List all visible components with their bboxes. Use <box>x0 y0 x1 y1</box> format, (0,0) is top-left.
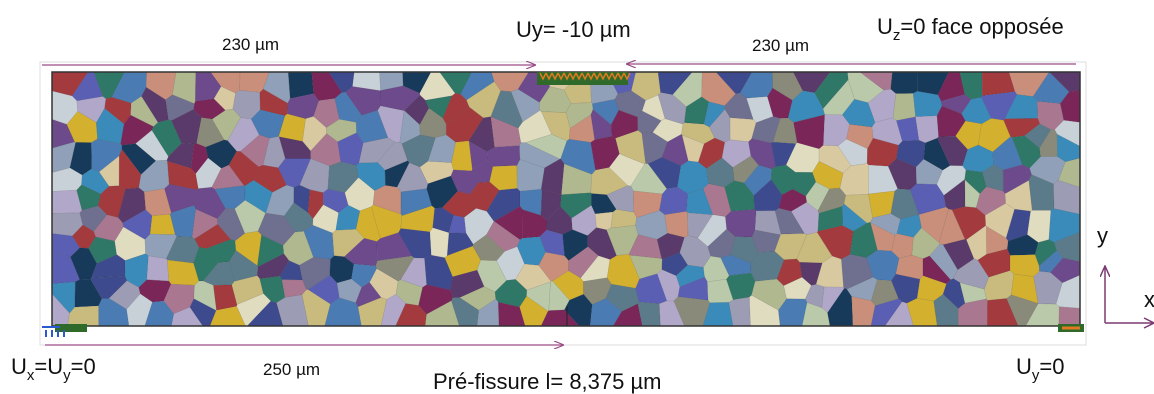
grain <box>1010 255 1039 277</box>
boundary-label: Uy=0 <box>1016 354 1064 384</box>
label-part: =0 <box>71 354 96 379</box>
grain <box>891 70 918 94</box>
label-part: U <box>11 354 27 379</box>
grain <box>147 256 169 281</box>
boundary-label: Ux=Uy=0 <box>11 354 96 384</box>
diagram: 230 µm Uy= -10 µm 230 µm Uz=0 face oppos… <box>0 0 1154 394</box>
subscript: z <box>893 27 901 44</box>
grain <box>893 93 916 120</box>
page: 230 µm Uy= -10 µm 230 µm Uz=0 face oppos… <box>0 0 1154 394</box>
grain <box>50 190 82 213</box>
displacement-label: Uy= -10 µm <box>516 17 631 42</box>
grain-map <box>50 70 1082 328</box>
label-part: =0 <box>1039 354 1064 379</box>
label-part: =0 face opposée <box>900 14 1063 39</box>
axis-label: y <box>1097 223 1108 248</box>
axis-label: x <box>1144 287 1154 312</box>
grain <box>913 91 942 117</box>
boundary-label: Uz=0 face opposée <box>877 14 1064 44</box>
grain <box>430 228 449 258</box>
label-part: =U <box>34 354 63 379</box>
grain <box>487 146 520 167</box>
label-part: U <box>1016 354 1032 379</box>
length-label: 230 µm <box>752 36 809 55</box>
grain <box>611 209 637 228</box>
length-label: 230 µm <box>222 35 279 54</box>
grain <box>595 212 613 230</box>
pre-crack-label: Pré-fissure l= 8,375 µm <box>433 369 662 394</box>
label-part: U <box>877 14 893 39</box>
length-label: 250 µm <box>263 360 320 379</box>
